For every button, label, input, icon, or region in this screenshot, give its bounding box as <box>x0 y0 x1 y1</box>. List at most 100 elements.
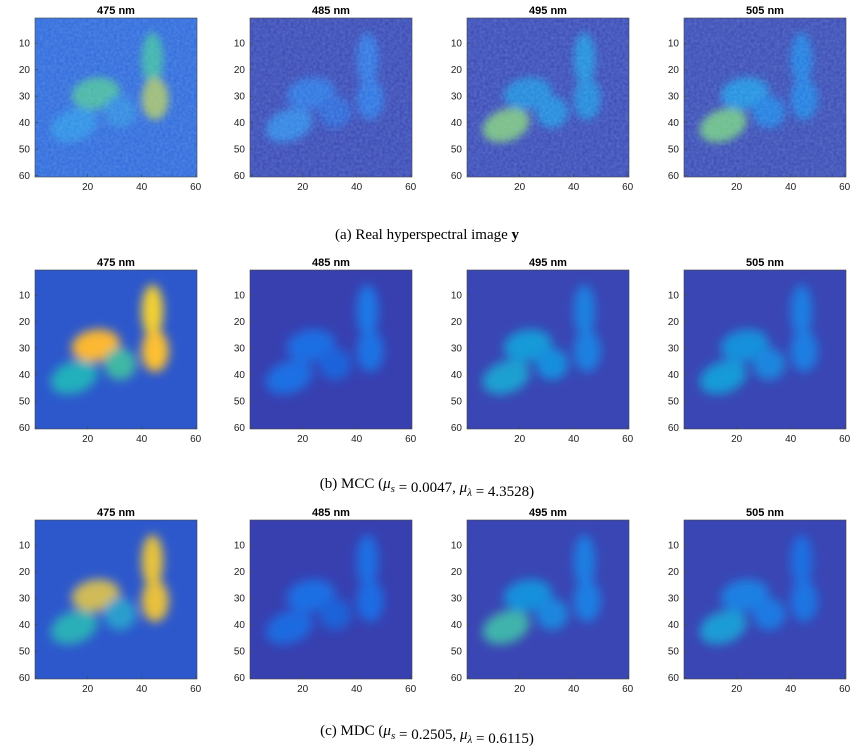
x-tick-label: 20 <box>297 684 309 695</box>
axes-frame <box>466 519 630 680</box>
y-tick-label: 20 <box>668 567 680 578</box>
caption-text: (a) Real hyperspectral image <box>335 227 512 243</box>
y-tick-label: 30 <box>668 594 680 605</box>
blob <box>503 329 552 362</box>
y-tick-label: 60 <box>668 423 680 434</box>
caption-text: μ <box>459 480 468 496</box>
heatmap-image <box>467 18 629 177</box>
y-tick-label: 10 <box>234 39 246 50</box>
y-tick-label: 60 <box>19 423 31 434</box>
x-tick-label: 40 <box>785 684 797 695</box>
y-tick-label: 40 <box>451 118 463 129</box>
y-tick-label: 10 <box>668 541 680 552</box>
blobs <box>482 284 601 395</box>
caption-text: μ <box>459 727 468 743</box>
x-tick-label: 20 <box>731 434 743 445</box>
caption-text: μ <box>382 723 391 739</box>
panel-title: 485 nm <box>312 507 350 519</box>
axes-frame <box>34 519 198 680</box>
panel: 485 nm 10 20 30 40 50 60 20 40 60 <box>234 257 417 445</box>
y-tick-label: 10 <box>668 39 680 50</box>
panel: 485 nm 10 20 30 40 50 60 20 40 60 <box>234 507 417 695</box>
heatmap-image <box>35 270 197 429</box>
y-tick-label: 40 <box>19 620 31 631</box>
y-tick-label: 30 <box>451 92 463 103</box>
x-tick-label: 40 <box>351 684 363 695</box>
panel: 495 nm 10 20 30 40 50 60 20 40 60 <box>451 5 634 193</box>
blob <box>141 329 169 373</box>
heatmap-image <box>35 18 197 177</box>
x-tick-label: 40 <box>136 182 148 193</box>
x-tick-label: 60 <box>190 434 202 445</box>
blob <box>573 284 596 338</box>
y-tick-label: 50 <box>19 647 31 658</box>
y-tick-label: 20 <box>451 65 463 76</box>
x-tick-label: 40 <box>785 434 797 445</box>
y-tick-label: 40 <box>234 370 246 381</box>
panel-title: 495 nm <box>529 257 567 269</box>
y-tick-label: 10 <box>19 541 31 552</box>
y-tick-label: 20 <box>451 317 463 328</box>
y-tick-label: 30 <box>234 344 246 355</box>
y-tick-label: 10 <box>234 541 246 552</box>
caption-subscript: s <box>391 483 395 495</box>
y-tick-label: 50 <box>451 397 463 408</box>
blob <box>141 284 164 338</box>
blob <box>71 329 120 362</box>
caption-subscript: s <box>391 730 395 742</box>
x-tick-label: 40 <box>785 182 797 193</box>
y-tick-label: 20 <box>19 65 31 76</box>
x-tick-label: 20 <box>82 434 94 445</box>
blob <box>286 329 335 362</box>
x-tick-label: 20 <box>297 182 309 193</box>
y-tick-label: 50 <box>451 647 463 658</box>
panel: 495 nm 10 20 30 40 50 60 20 40 60 <box>451 507 634 695</box>
blob <box>699 610 747 645</box>
y-tick-label: 60 <box>234 673 246 684</box>
panel-title: 495 nm <box>529 5 567 17</box>
y-tick-label: 50 <box>234 397 246 408</box>
y-tick-label: 10 <box>19 291 31 302</box>
heatmap-image <box>684 270 846 429</box>
y-tick-label: 40 <box>668 118 680 129</box>
blob <box>318 348 352 380</box>
blob <box>573 534 596 588</box>
heatmap-image <box>250 520 412 679</box>
blob <box>790 579 818 623</box>
panel-title: 495 nm <box>529 507 567 519</box>
y-tick-label: 50 <box>668 397 680 408</box>
blob <box>103 598 137 630</box>
blob <box>752 598 786 630</box>
x-tick-label: 60 <box>405 684 417 695</box>
blob <box>720 329 769 362</box>
y-tick-label: 40 <box>19 370 31 381</box>
noise <box>467 18 629 177</box>
y-tick-label: 10 <box>234 291 246 302</box>
panel-title: 485 nm <box>312 257 350 269</box>
y-tick-label: 60 <box>668 673 680 684</box>
blob <box>71 579 120 612</box>
y-tick-label: 30 <box>668 92 680 103</box>
y-tick-label: 30 <box>668 344 680 355</box>
caption-text: = 0.2505, <box>395 727 460 743</box>
y-tick-label: 60 <box>19 171 31 182</box>
blob <box>482 610 530 645</box>
panel: 475 nm 10 20 30 40 50 60 20 40 60 <box>19 5 202 193</box>
caption: (a) Real hyperspectral image y <box>335 227 520 243</box>
y-tick-label: 20 <box>19 567 31 578</box>
panel-title: 505 nm <box>746 5 784 17</box>
heatmap-image <box>684 18 846 177</box>
blob <box>141 534 164 588</box>
y-tick-label: 30 <box>451 594 463 605</box>
x-tick-label: 20 <box>731 684 743 695</box>
blob <box>286 579 335 612</box>
blob <box>482 360 530 395</box>
y-tick-label: 50 <box>234 647 246 658</box>
blobs <box>699 284 818 395</box>
blob <box>573 329 601 373</box>
blob <box>318 598 352 630</box>
y-tick-label: 20 <box>19 317 31 328</box>
x-tick-label: 60 <box>839 684 851 695</box>
blobs <box>699 534 818 645</box>
